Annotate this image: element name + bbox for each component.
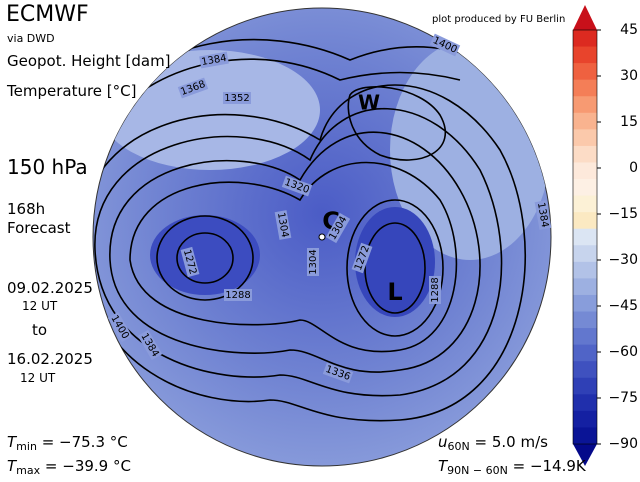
label-bg xyxy=(429,276,441,304)
contour-label: 1304 xyxy=(275,212,290,239)
colorbar-tick-label: −75 xyxy=(608,390,638,406)
label-bg xyxy=(322,362,354,384)
colorbar-band xyxy=(573,361,597,379)
start-time: 12 UT xyxy=(22,299,58,313)
end-time: 12 UT xyxy=(20,371,56,385)
colorbar-band xyxy=(573,410,597,428)
colorbar-band xyxy=(573,96,597,114)
colorbar-band xyxy=(573,294,597,313)
label-bg xyxy=(307,248,319,276)
colorbar-band xyxy=(573,129,597,147)
colorbar-band xyxy=(573,261,597,279)
to: to xyxy=(32,321,48,339)
label-bg xyxy=(351,242,373,274)
colorbar-tick-label: −90 xyxy=(608,436,638,452)
colorbar-tick-label: 15 xyxy=(620,114,638,130)
stat: Tmin = −75.3 °C xyxy=(7,433,128,453)
label-bg xyxy=(534,200,552,230)
label-bg xyxy=(107,311,133,343)
pole xyxy=(318,233,326,241)
colorbar-tick-label: 0 xyxy=(629,160,638,176)
contour-label: 1384 xyxy=(201,53,228,68)
colorbar-band xyxy=(573,195,597,213)
label-bg xyxy=(180,246,200,278)
contour-label: 1288 xyxy=(430,277,441,302)
source: via DWD xyxy=(7,32,55,45)
colorbar-band xyxy=(573,328,597,346)
colorbar-tick-label: 45 xyxy=(620,22,638,38)
colorbar: 45 30 15 0 −15 −30 −45 −60 −75 −90 xyxy=(572,5,638,466)
label-bg xyxy=(325,212,351,244)
colorbar-extend xyxy=(573,444,597,466)
label-bg xyxy=(199,51,229,69)
contour-label: 1384 xyxy=(535,202,550,229)
label-bg xyxy=(281,175,313,197)
colorbar-extend xyxy=(573,5,597,30)
colorbar-band xyxy=(573,46,597,64)
forecast-label: Forecast xyxy=(7,219,71,237)
colorbar-tick-label: −60 xyxy=(608,344,638,360)
colorbar-tick-label: −15 xyxy=(608,206,638,222)
title: ECMWF xyxy=(6,2,89,27)
stat: u60N = 5.0 m/s xyxy=(438,433,548,453)
colorbar-tick-label: 30 xyxy=(620,68,638,84)
label-bg xyxy=(223,92,251,104)
colorbar-band xyxy=(573,394,597,412)
label-bg xyxy=(177,77,209,99)
colorbar-band xyxy=(573,162,597,180)
colorbar-band xyxy=(573,79,597,97)
colorbar-band xyxy=(573,112,597,130)
level: 150 hPa xyxy=(7,155,88,179)
colorbar-band xyxy=(573,30,597,48)
colorbar-band xyxy=(573,245,597,263)
colorbar-band xyxy=(573,278,597,296)
stat: T90N − 60N = −14.9K xyxy=(438,457,586,477)
lead: 168h xyxy=(7,200,46,218)
contour-label: 1288 xyxy=(225,290,250,301)
colorbar-band xyxy=(573,145,597,163)
credit: plot produced by FU Berlin xyxy=(432,14,566,25)
label-bg xyxy=(224,289,252,301)
colorbar-band xyxy=(573,311,597,329)
label-bg xyxy=(429,33,461,57)
colorbar-band xyxy=(573,427,597,445)
label-bg xyxy=(137,329,163,361)
contour-label: 1352 xyxy=(224,93,249,104)
marker: W xyxy=(358,91,380,115)
colorbar-band xyxy=(573,179,597,197)
field: Geopot. Height [dam] xyxy=(7,52,171,70)
colorbar-frame xyxy=(572,29,598,445)
start-date: 09.02.2025 xyxy=(7,279,93,297)
colorbar-band xyxy=(573,377,597,395)
field: Temperature [°C] xyxy=(7,82,137,100)
colorbar-band xyxy=(573,228,597,246)
colorbar-band xyxy=(573,212,597,230)
stat: Tmax = −39.9 °C xyxy=(7,457,131,477)
contour-label: 1304 xyxy=(308,249,319,274)
colorbar-band xyxy=(573,344,597,362)
colorbar-tick-label: −45 xyxy=(608,298,638,314)
label-bg xyxy=(274,210,292,240)
colorbar-band xyxy=(573,63,597,81)
marker: L xyxy=(387,278,402,306)
colorbar-tick-label: −30 xyxy=(608,252,638,268)
end-date: 16.02.2025 xyxy=(7,350,93,368)
